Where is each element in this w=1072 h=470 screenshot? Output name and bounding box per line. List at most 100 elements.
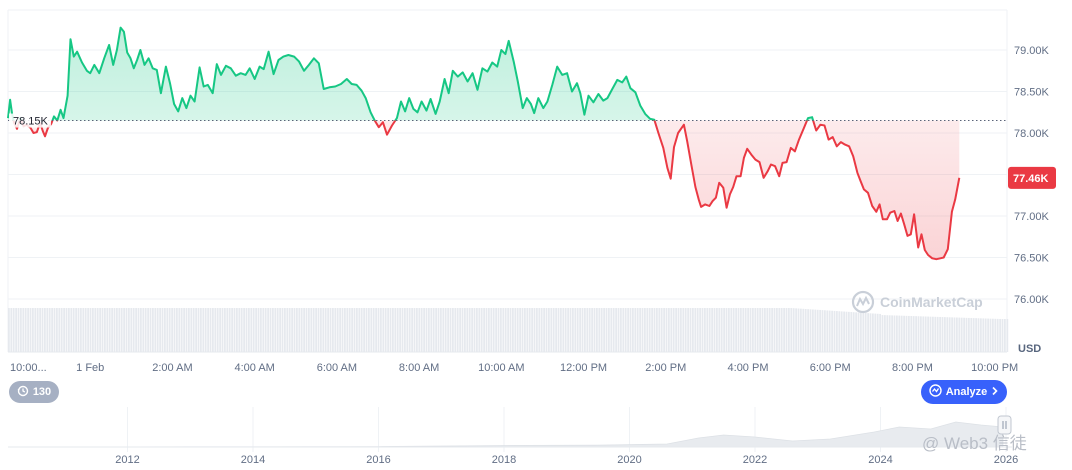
- volume-bar: [780, 308, 783, 352]
- volume-bar: [543, 308, 545, 352]
- volume-bar: [113, 308, 116, 352]
- volume-bar: [867, 313, 869, 352]
- volume-bar: [980, 318, 982, 352]
- volume-bar: [394, 308, 397, 352]
- volume-bar: [39, 308, 41, 352]
- volume-bar: [713, 308, 716, 352]
- volume-bar: [752, 308, 754, 352]
- volume-bar: [188, 308, 190, 352]
- volume-bar: [850, 312, 853, 352]
- volume-bar: [192, 308, 195, 352]
- volume-bar: [248, 308, 250, 352]
- volume-bar: [896, 315, 898, 352]
- watermark-text: CoinMarketCap: [880, 294, 983, 310]
- volume-bar: [437, 308, 440, 352]
- volume-bar: [888, 315, 891, 352]
- volume-bar: [341, 308, 344, 352]
- x-tick-label: 4:00 PM: [728, 362, 769, 374]
- volume-bar: [792, 308, 795, 352]
- volume-bar: [221, 308, 224, 352]
- volume-bar: [831, 310, 833, 352]
- navigator-year-label: 2012: [115, 454, 139, 466]
- volume-bar: [677, 308, 680, 352]
- volume-bar: [975, 318, 977, 352]
- volume-bar: [492, 308, 495, 352]
- volume-bar: [646, 308, 649, 352]
- volume-bar: [286, 308, 289, 352]
- source-watermark: @ Web3 信徒: [922, 434, 1027, 453]
- volume-bar: [41, 308, 44, 352]
- volume-bar: [982, 318, 985, 352]
- volume-bar: [836, 311, 838, 352]
- volume-bar: [826, 310, 829, 352]
- x-tick-label: 2:00 AM: [152, 362, 192, 374]
- volume-bar: [135, 308, 137, 352]
- volume-bar: [401, 308, 404, 352]
- volume-bar: [617, 308, 620, 352]
- volume-bar: [915, 316, 917, 352]
- volume-bar: [641, 308, 644, 352]
- history-button[interactable]: 130: [9, 381, 59, 403]
- volume-bar: [994, 318, 997, 352]
- x-tick-label: 1 Feb: [76, 362, 104, 374]
- volume-bar: [704, 308, 706, 352]
- history-count: 130: [32, 386, 52, 398]
- volume-bar: [58, 308, 61, 352]
- volume-bar: [80, 308, 82, 352]
- volume-bar: [929, 316, 932, 352]
- volume-bar: [435, 308, 437, 352]
- navigator-handle[interactable]: [997, 415, 1012, 435]
- volume-bar: [701, 308, 704, 352]
- volume-bar: [219, 308, 221, 352]
- volume-bar: [569, 308, 572, 352]
- volume-bar: [953, 317, 956, 352]
- volume-bar: [171, 308, 173, 352]
- volume-bar: [22, 308, 25, 352]
- volume-bar: [881, 315, 884, 352]
- volume-bar: [675, 308, 677, 352]
- price-line-below: [12, 120, 961, 261]
- volume-bar: [483, 308, 485, 352]
- volume-bar: [648, 308, 651, 352]
- volume-bar: [344, 308, 346, 352]
- volume-bar: [281, 308, 284, 352]
- volume-bar: [576, 308, 579, 352]
- navigator[interactable]: 2012 2014 2016 2018 2020 2022 2024 2026@ Web3 信…: [8, 407, 1027, 466]
- volume-bar: [238, 308, 241, 352]
- volume-bar: [240, 308, 243, 352]
- navigator-history-area: [14, 421, 1004, 448]
- volume-bar: [732, 308, 735, 352]
- volume-bar: [94, 308, 97, 352]
- volume-bar: [855, 312, 857, 352]
- volume-bar: [255, 308, 257, 352]
- analyze-button[interactable]: Analyze: [921, 380, 1007, 404]
- volume-bar: [725, 308, 728, 352]
- volume-bar: [687, 308, 689, 352]
- volume-bar: [36, 308, 39, 352]
- volume-bar: [111, 308, 113, 352]
- volume-bar: [132, 308, 135, 352]
- analyze-label: Analyze: [945, 386, 988, 398]
- volume-bar: [524, 308, 526, 352]
- volume-bar: [480, 308, 483, 352]
- volume-bar: [742, 308, 745, 352]
- volume-bar: [989, 318, 992, 352]
- volume-bar: [778, 308, 781, 352]
- chevron-right-icon: [991, 386, 999, 399]
- volume-bar: [744, 308, 747, 352]
- volume-bar: [144, 308, 147, 352]
- volume-bar: [860, 312, 862, 352]
- volume-bar: [327, 308, 329, 352]
- volume-bar: [608, 308, 610, 352]
- volume-bar: [598, 308, 601, 352]
- volume-bar: [708, 308, 711, 352]
- volume-bar: [723, 308, 725, 352]
- volume-bar: [231, 308, 233, 352]
- volume-bar: [898, 315, 901, 352]
- volume-bar: [773, 308, 776, 352]
- volume-bar: [447, 308, 449, 352]
- volume-bar: [399, 308, 401, 352]
- volume-bar: [430, 308, 433, 352]
- volume-bar: [456, 308, 459, 352]
- volume-bar: [252, 308, 255, 352]
